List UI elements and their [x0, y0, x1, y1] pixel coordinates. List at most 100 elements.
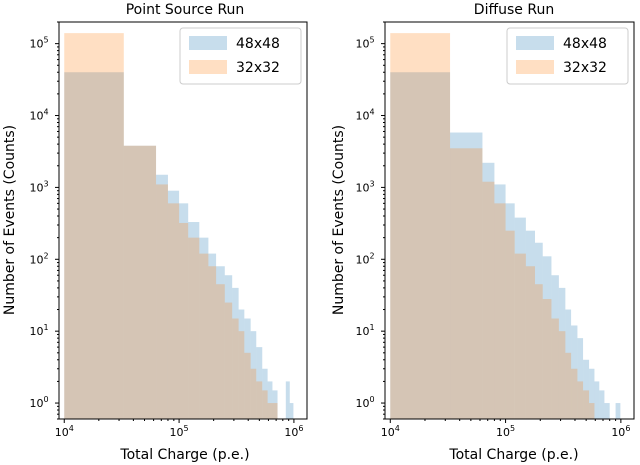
histogram-bin [256, 347, 263, 419]
histogram-bin [267, 403, 273, 419]
histogram-bin [250, 368, 257, 419]
histogram-bin [571, 368, 578, 419]
histogram-bin [272, 390, 278, 419]
histogram-bin [525, 266, 536, 419]
series-48x48 [390, 72, 621, 420]
x-tick-label: 105 [170, 424, 189, 439]
histogram-bin [450, 148, 483, 419]
histogram-bin [188, 237, 200, 419]
histogram-bin [589, 368, 595, 419]
legend-label: 48x48 [236, 36, 280, 52]
histogram-bin [450, 132, 483, 419]
legend-frame [506, 27, 629, 85]
axes: 104 105 106 100 101 102 103 104 105 [355, 21, 635, 439]
histogram-bin [224, 302, 233, 419]
histogram-bin [565, 352, 572, 419]
legend-label: 32x32 [236, 60, 280, 76]
y-tick-label: 103 [29, 179, 48, 194]
y-tick-label: 100 [355, 395, 374, 410]
histogram-bin [494, 203, 506, 419]
x-axis-label: Total Charge (p.e.) [119, 447, 249, 463]
y-tick-label: 105 [355, 36, 374, 51]
x-tick-label: 104 [381, 424, 400, 439]
legend-frame [179, 27, 302, 85]
histogram-bin [565, 309, 572, 419]
legend: 48x48 32x32 [179, 27, 302, 85]
histogram-bin [244, 318, 251, 419]
histogram-bin [482, 181, 495, 419]
y-axis-label: Number of Events (Counts) [2, 125, 18, 315]
y-tick-label: 103 [355, 179, 374, 194]
series-48x48 [64, 72, 294, 419]
y-tick-label: 104 [355, 108, 374, 123]
chart-title: Point Source Run [126, 2, 245, 18]
x-tick-label: 105 [496, 424, 515, 439]
y-tick-label: 100 [29, 395, 48, 410]
legend-label: 32x32 [563, 60, 607, 76]
axes: 104 105 106 100 101 102 103 104 105 [29, 21, 308, 439]
plot-area [64, 33, 294, 419]
histogram-bin [199, 253, 209, 419]
histogram-bin [179, 222, 189, 419]
legend-swatch [189, 60, 227, 74]
histogram-bin [535, 242, 543, 419]
histogram-bin [551, 275, 559, 419]
histogram-bin [551, 318, 559, 419]
histogram-bin [216, 266, 225, 419]
histogram-bin [208, 253, 217, 419]
histogram-bin [589, 403, 595, 419]
histogram-bin [583, 390, 590, 419]
histogram-bin [535, 284, 543, 419]
histogram-bin [256, 381, 263, 419]
histogram-bin [494, 184, 506, 419]
histogram-bin [571, 325, 578, 419]
histogram-bin [262, 390, 268, 419]
histogram-bin [615, 403, 621, 419]
x-tick-label: 104 [55, 424, 74, 439]
histogram-bin [167, 190, 180, 419]
histogram-bin [244, 352, 251, 419]
histogram-bin [224, 275, 233, 419]
histogram-bin [156, 174, 168, 419]
histogram-bin [577, 338, 584, 419]
histogram-bin [156, 184, 168, 419]
legend: 48x48 32x32 [506, 27, 629, 85]
legend-swatch [189, 36, 227, 50]
legend-label: 48x48 [563, 36, 607, 52]
x-tick-label: 106 [611, 424, 630, 439]
y-tick-label: 102 [29, 251, 48, 266]
histogram-bin [232, 318, 239, 419]
histogram-bin [558, 331, 566, 419]
histogram-bin [542, 256, 552, 419]
histogram-bin [64, 33, 124, 419]
histogram-bin [289, 403, 294, 419]
histogram-bin [199, 237, 209, 419]
histogram-bin [583, 359, 590, 419]
histogram-bin [558, 287, 566, 419]
y-tick-label: 101 [29, 323, 48, 338]
histogram-bin [238, 331, 245, 419]
y-tick-label: 101 [355, 323, 374, 338]
histogram-bin [238, 309, 245, 419]
y-axis-label: Number of Events (Counts) [331, 125, 347, 315]
series-32x32 [64, 33, 278, 419]
histogram-bin [262, 368, 268, 419]
histogram-bin [64, 72, 124, 419]
legend-swatch [516, 36, 554, 50]
chart-title: Diffuse Run [474, 2, 554, 18]
histogram-bin [216, 284, 225, 419]
histogram-bin [285, 381, 290, 419]
y-tick-label: 104 [29, 108, 48, 123]
histogram-bin [505, 230, 515, 419]
histogram-bin [250, 331, 257, 419]
histogram-bin [272, 403, 278, 419]
axes-frame [384, 21, 635, 420]
histogram-bin [167, 203, 180, 419]
histogram-bin [542, 299, 552, 419]
histogram-bin [604, 403, 610, 419]
histogram-bin [208, 266, 217, 419]
x-axis-label: Total Charge (p.e.) [448, 447, 578, 463]
plot-area [390, 33, 621, 420]
y-tick-label: 105 [29, 36, 48, 51]
